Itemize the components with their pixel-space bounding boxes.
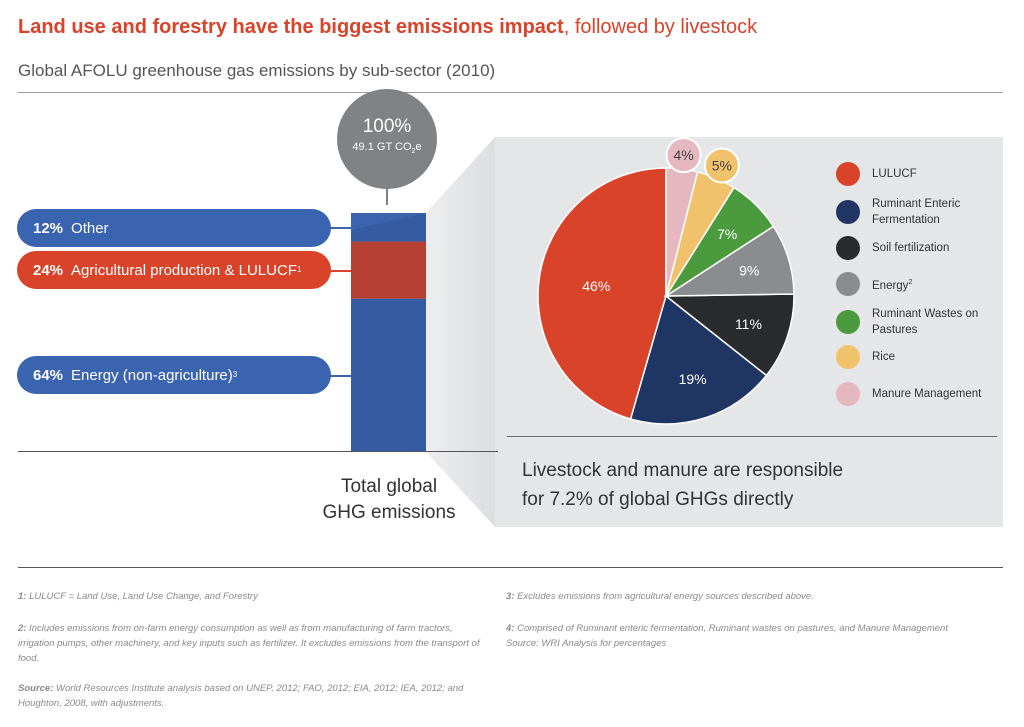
footnote-source-key: Source: xyxy=(18,683,54,694)
legend-label-sup: 2 xyxy=(908,278,913,286)
legend-item-wastes: Ruminant Wastes on Pastures xyxy=(836,306,1002,338)
footnote-4-key: 4: xyxy=(506,623,515,634)
total-value-suffix: e xyxy=(415,141,422,153)
footnote-3: 3: Excludes emissions from agricultural … xyxy=(506,589,996,604)
legend-swatch xyxy=(836,310,860,334)
legend-label: LULUCF xyxy=(872,168,917,180)
footnote-4-text: Comprised of Ruminant enteric fermentati… xyxy=(506,623,948,649)
legend-item-energy: Energy2 xyxy=(836,272,1002,296)
title-bold: Land use and forestry have the biggest e… xyxy=(18,16,564,38)
footnote-2: 2: Includes emissions from on-farm energ… xyxy=(18,621,490,666)
title-rest: , followed by livestock xyxy=(563,16,758,38)
panel-caption-line1: Livestock and manure are responsible xyxy=(522,460,844,481)
pill-other: 12% Other xyxy=(17,209,331,247)
legend-label: Manure Management xyxy=(872,388,982,400)
footnote-1-text: LULUCF = Land Use, Land Use Change, and … xyxy=(26,591,258,602)
legend-swatch xyxy=(836,200,860,224)
legend-item-manure: Manure Management xyxy=(836,382,1002,406)
legend-label: Energy2 xyxy=(872,275,1002,294)
pill-energy-sup: 3 xyxy=(232,369,238,379)
footnote-2-key: 2: xyxy=(18,623,27,634)
pie-label-2: 11% xyxy=(735,316,762,332)
pill-connector-agri xyxy=(328,270,351,272)
total-label: Total global GHG emissions xyxy=(316,474,462,526)
legend-swatch xyxy=(836,272,860,296)
stack-segment-2 xyxy=(351,213,426,242)
pie-callout-bubble-6 xyxy=(665,137,702,174)
stack-segment-1 xyxy=(351,241,426,299)
legend-swatch xyxy=(836,236,860,260)
pie-slice-1 xyxy=(629,294,768,425)
legend-label: Soil fertilization xyxy=(872,242,950,254)
footnote-3-text: Excludes emissions from agricultural ene… xyxy=(514,591,814,602)
footer-divider xyxy=(18,567,1003,568)
chart-title: Land use and forestry have the biggest e… xyxy=(18,16,757,39)
total-value-sub: 2 xyxy=(411,148,416,156)
legend-label-text: Energy xyxy=(872,279,909,292)
footnote-source-text: World Resources Institute analysis based… xyxy=(18,683,464,709)
pill-agricultural: 24% Agricultural production & LULUCF 1 xyxy=(17,251,331,289)
pie-label-1: 19% xyxy=(679,371,707,387)
chart-subtitle: Global AFOLU greenhouse gas emissions by… xyxy=(18,61,496,80)
pill-agricultural-label: Agricultural production & LULUCF xyxy=(71,261,297,279)
footnote-1: 1: LULUCF = Land Use, Land Use Change, a… xyxy=(18,589,488,604)
pill-agricultural-sup: 1 xyxy=(296,264,302,274)
legend-item-soil: Soil fertilization xyxy=(836,236,1002,260)
legend-label: Rice xyxy=(872,351,896,363)
stack-shade xyxy=(351,213,426,451)
total-label-line1: Total global xyxy=(340,476,438,497)
total-value: 49.1 GT CO2e xyxy=(337,141,437,155)
pie-slice-0 xyxy=(537,167,667,420)
pill-energy-label: Energy (non-agriculture) xyxy=(71,366,233,384)
header-divider xyxy=(18,92,1003,93)
stacked-bar-chart xyxy=(351,213,426,451)
pie-slice-2 xyxy=(663,293,795,377)
footnote-4: 4: Comprised of Ruminant enteric ferment… xyxy=(506,621,956,651)
footnote-source: Source: World Resources Institute analys… xyxy=(18,681,488,711)
legend-swatch xyxy=(836,345,860,369)
legend-item-lulucf: LULUCF xyxy=(836,162,1002,186)
pill-other-label: Other xyxy=(71,219,109,237)
legend-label: Ruminant Enteric Fermentation xyxy=(872,198,961,226)
legend-item-enteric: Ruminant Enteric Fermentation xyxy=(836,196,1002,228)
panel-caption: Livestock and manure are responsible for… xyxy=(522,456,843,514)
total-pct: 100% xyxy=(362,116,412,137)
pie-label-0: 46% xyxy=(582,278,610,294)
pill-agricultural-pct: 24% xyxy=(33,261,64,279)
baseline-rule xyxy=(18,451,498,452)
pill-connector-energy xyxy=(328,375,351,377)
pie-callout-bubble-5 xyxy=(703,147,740,184)
pie-label-6: 4% xyxy=(674,147,694,163)
panel-caption-line2: for 7.2% of global GHGs directly xyxy=(522,489,794,510)
pill-energy-pct: 64% xyxy=(33,366,64,384)
legend-item-rice: Rice xyxy=(836,345,1002,369)
pie-label-3: 9% xyxy=(739,263,759,279)
pill-energy: 64% Energy (non-agriculture) 3 xyxy=(17,356,331,394)
total-value-prefix: 49.1 GT CO xyxy=(352,141,412,153)
legend-label: Ruminant Wastes on Pastures xyxy=(872,308,979,336)
pie-chart: 46% 19% 11% 9% 7% 5% 4% xyxy=(537,137,795,425)
footnote-3-key: 3: xyxy=(506,591,515,602)
pie-label-5: 5% xyxy=(712,157,732,173)
pill-connector-other xyxy=(328,227,351,229)
pill-other-pct: 12% xyxy=(33,219,64,237)
footnote-1-key: 1: xyxy=(18,591,27,602)
total-connector xyxy=(386,189,388,205)
pie-label-4: 7% xyxy=(717,226,737,242)
total-label-line2: GHG emissions xyxy=(322,502,456,523)
legend-swatch xyxy=(836,382,860,406)
footnote-2-text: Includes emissions from on-farm energy c… xyxy=(18,623,480,664)
stack-segment-0 xyxy=(351,298,426,451)
legend-swatch xyxy=(836,162,860,186)
total-badge: 100% 49.1 GT CO2e xyxy=(337,89,437,189)
panel-divider xyxy=(507,436,997,437)
